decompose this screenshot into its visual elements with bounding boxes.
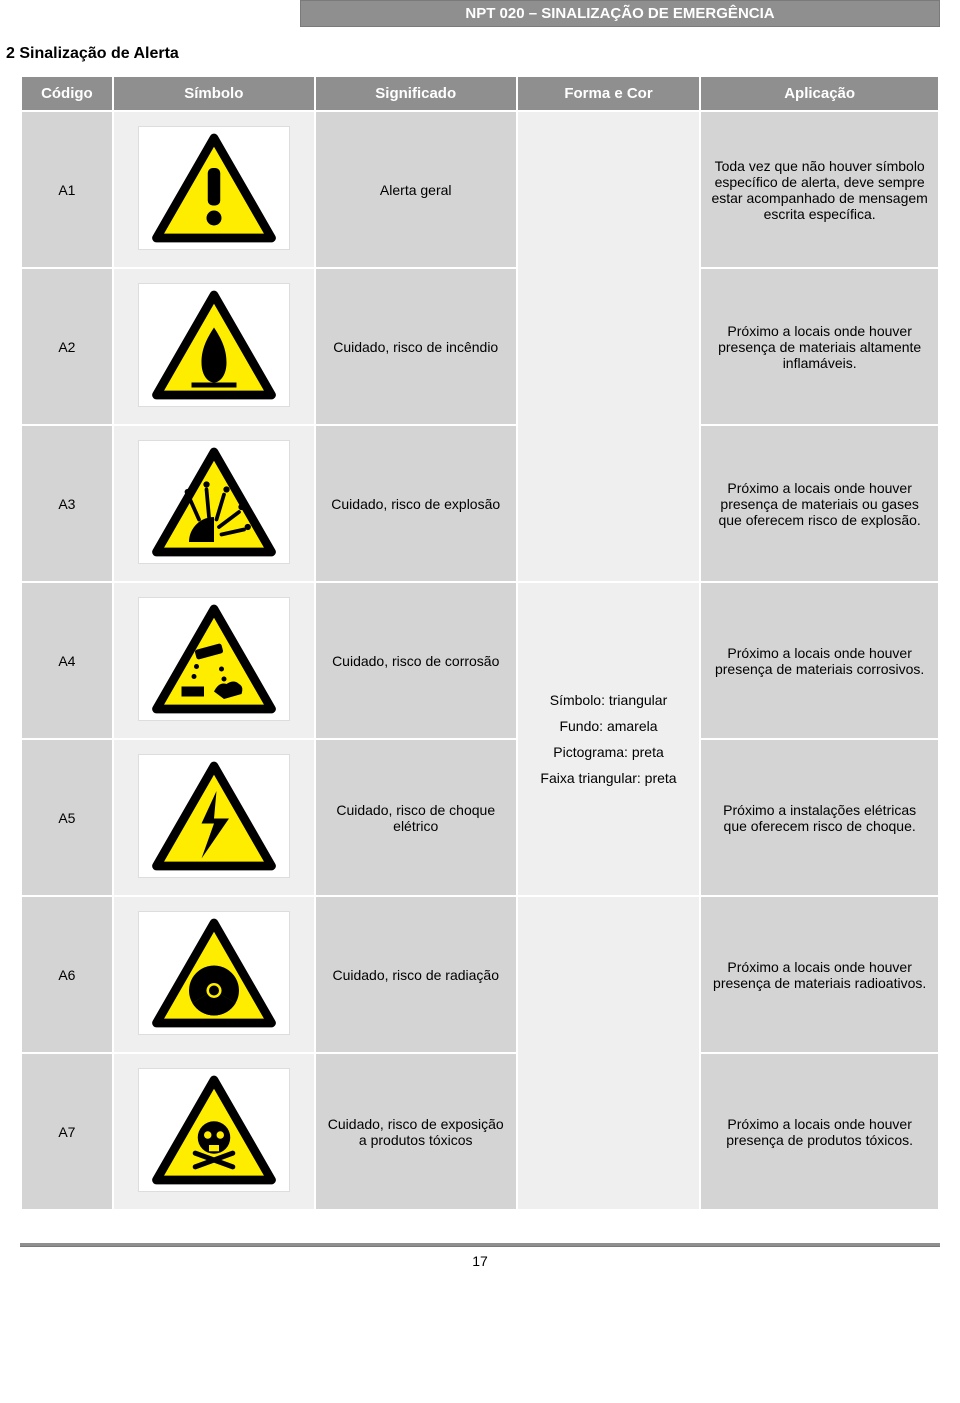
- col-application: Aplicação: [700, 76, 939, 111]
- form-cell-middle: Símbolo: triangular Fundo: amarela Picto…: [517, 582, 701, 896]
- form-cell-lower: [517, 896, 701, 1210]
- meaning-cell: Cuidado, risco de radiação: [315, 896, 517, 1053]
- symbol-cell: [113, 425, 315, 582]
- meaning-cell: Cuidado, risco de explosão: [315, 425, 517, 582]
- form-cell-upper: [517, 111, 701, 582]
- code-cell: A4: [21, 582, 113, 739]
- code-cell: A6: [21, 896, 113, 1053]
- form-border: Faixa triangular: preta: [528, 770, 690, 786]
- col-form: Forma e Cor: [517, 76, 701, 111]
- application-cell: Próximo a locais onde houver presença de…: [700, 425, 939, 582]
- warning-sign-toxic-icon: [138, 1068, 290, 1192]
- symbol-cell: [113, 739, 315, 896]
- symbol-cell: [113, 268, 315, 425]
- table-row: A6 Cuidado, risco de radia: [21, 896, 939, 1053]
- form-bg: Fundo: amarela: [528, 718, 690, 734]
- meaning-cell: Cuidado, risco de exposição a produtos t…: [315, 1053, 517, 1210]
- footer-divider: [20, 1241, 940, 1247]
- col-code: Código: [21, 76, 113, 111]
- table-row: A1 Alerta geral Toda vez que não houver …: [21, 111, 939, 268]
- table-row: A7 Cuidado, risco de ex: [21, 1053, 939, 1210]
- code-cell: A3: [21, 425, 113, 582]
- form-shape: Símbolo: triangular: [528, 692, 690, 708]
- symbol-cell: [113, 111, 315, 268]
- meaning-cell: Cuidado, risco de choque elétrico: [315, 739, 517, 896]
- application-cell: Próximo a instalações elétricas que ofer…: [700, 739, 939, 896]
- warning-sign-electric-icon: [138, 754, 290, 878]
- table-header-row: Código Símbolo Significado Forma e Cor A…: [21, 76, 939, 111]
- form-picto: Pictograma: preta: [528, 744, 690, 760]
- table-row: A2 Cuidado, risco de incêndio Próximo a …: [21, 268, 939, 425]
- meaning-cell: Cuidado, risco de corrosão: [315, 582, 517, 739]
- code-cell: A1: [21, 111, 113, 268]
- section-title: 2 Sinalização de Alerta: [6, 45, 960, 63]
- code-cell: A7: [21, 1053, 113, 1210]
- col-symbol: Símbolo: [113, 76, 315, 111]
- code-cell: A5: [21, 739, 113, 896]
- application-cell: Próximo a locais onde houver presença de…: [700, 1053, 939, 1210]
- meaning-cell: Cuidado, risco de incêndio: [315, 268, 517, 425]
- application-cell: Próximo a locais onde houver presença de…: [700, 268, 939, 425]
- warning-sign-explosion-icon: [138, 440, 290, 564]
- code-cell: A2: [21, 268, 113, 425]
- symbol-cell: [113, 896, 315, 1053]
- table-row: A5 Cuidado, risco de choque elétrico Pró…: [21, 739, 939, 896]
- warning-sign-corrosion-icon: [138, 597, 290, 721]
- meaning-cell: Alerta geral: [315, 111, 517, 268]
- doc-header: NPT 020 – SINALIZAÇÃO DE EMERGÊNCIA: [300, 0, 940, 27]
- warning-sign-radiation-icon: [138, 911, 290, 1035]
- application-cell: Toda vez que não houver símbolo específi…: [700, 111, 939, 268]
- warning-sign-general-icon: [138, 126, 290, 250]
- warning-sign-fire-icon: [138, 283, 290, 407]
- application-cell: Próximo a locais onde houver presença de…: [700, 582, 939, 739]
- symbol-cell: [113, 582, 315, 739]
- application-cell: Próximo a locais onde houver presença de…: [700, 896, 939, 1053]
- table-row: A3: [21, 425, 939, 582]
- symbol-cell: [113, 1053, 315, 1210]
- col-meaning: Significado: [315, 76, 517, 111]
- table-row: A4: [21, 582, 939, 739]
- alert-sign-table: Código Símbolo Significado Forma e Cor A…: [20, 75, 940, 1211]
- page-number: 17: [0, 1253, 960, 1269]
